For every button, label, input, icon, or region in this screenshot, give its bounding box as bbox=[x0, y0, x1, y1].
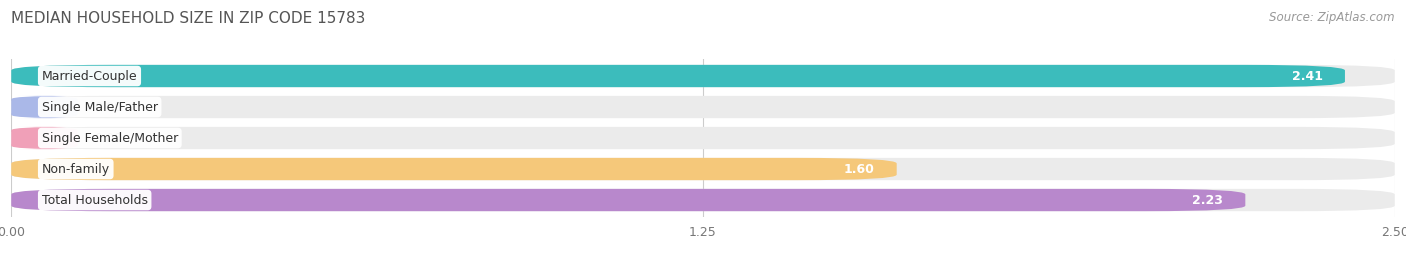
Text: Total Households: Total Households bbox=[42, 193, 148, 207]
Text: Married-Couple: Married-Couple bbox=[42, 69, 138, 83]
FancyBboxPatch shape bbox=[11, 127, 1395, 149]
Text: 2.41: 2.41 bbox=[1292, 69, 1323, 83]
FancyBboxPatch shape bbox=[11, 65, 1395, 87]
Text: 2.23: 2.23 bbox=[1192, 193, 1223, 207]
Text: Single Male/Father: Single Male/Father bbox=[42, 100, 157, 114]
Text: 1.60: 1.60 bbox=[844, 162, 875, 176]
Text: Single Female/Mother: Single Female/Mother bbox=[42, 132, 179, 144]
FancyBboxPatch shape bbox=[11, 189, 1395, 211]
FancyBboxPatch shape bbox=[11, 65, 1346, 87]
FancyBboxPatch shape bbox=[11, 189, 1246, 211]
FancyBboxPatch shape bbox=[11, 158, 897, 180]
Text: Source: ZipAtlas.com: Source: ZipAtlas.com bbox=[1270, 11, 1395, 24]
Text: Non-family: Non-family bbox=[42, 162, 110, 176]
Text: MEDIAN HOUSEHOLD SIZE IN ZIP CODE 15783: MEDIAN HOUSEHOLD SIZE IN ZIP CODE 15783 bbox=[11, 11, 366, 26]
FancyBboxPatch shape bbox=[11, 96, 1395, 118]
FancyBboxPatch shape bbox=[11, 96, 77, 118]
Text: 0.00: 0.00 bbox=[94, 100, 122, 114]
Text: 0.00: 0.00 bbox=[94, 132, 122, 144]
FancyBboxPatch shape bbox=[11, 127, 77, 149]
FancyBboxPatch shape bbox=[11, 158, 1395, 180]
